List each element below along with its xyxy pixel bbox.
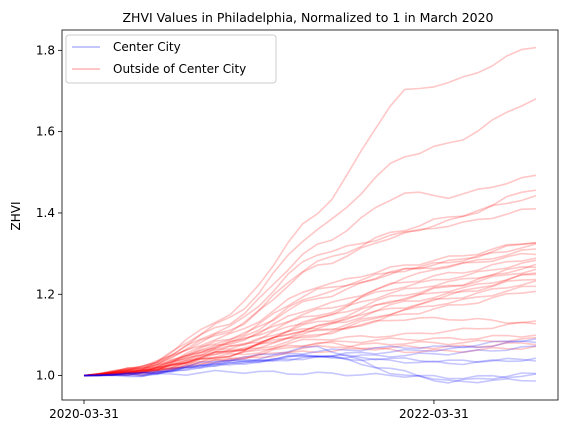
- x-tick-label: 2022-03-31: [399, 407, 469, 421]
- legend-box: [65, 34, 277, 84]
- series-line-center-city: [83, 369, 537, 380]
- series-line-outside-center-city: [83, 273, 537, 377]
- plot-frame: [61, 29, 559, 401]
- series-line-outside-center-city: [83, 46, 537, 377]
- y-tick-label: 1.2: [36, 287, 55, 301]
- series-line-outside-center-city: [83, 280, 537, 377]
- x-axis: 2020-03-31 2022-03-31: [49, 400, 469, 421]
- y-tick-label: 1.0: [36, 369, 55, 383]
- series-line-center-city: [83, 340, 537, 377]
- series-line-outside-center-city: [83, 248, 537, 377]
- series-line-outside-center-city: [83, 243, 537, 377]
- series-line-outside-center-city: [83, 257, 537, 377]
- series-line-outside-center-city: [83, 98, 537, 377]
- series-line-outside-center-city: [83, 252, 537, 377]
- series-line-outside-center-city: [83, 208, 537, 377]
- series-line-outside-center-city: [83, 285, 537, 377]
- series-line-outside-center-city: [83, 194, 537, 377]
- series-line-outside-center-city: [83, 263, 537, 377]
- y-axis: 1.0 1.2 1.4 1.6 1.8: [36, 43, 62, 383]
- series-line-outside-center-city: [83, 268, 537, 377]
- x-tick-label: 2020-03-31: [49, 407, 119, 421]
- legend-label-center-city: Center City: [113, 40, 181, 54]
- series-line-center-city: [83, 345, 537, 377]
- series-line-outside-center-city: [83, 336, 537, 377]
- series-line-outside-center-city: [83, 341, 537, 377]
- series-line-outside-center-city: [83, 174, 537, 377]
- series-line-outside-center-city: [83, 266, 537, 377]
- y-axis-label: ZHVI: [9, 202, 23, 231]
- series-line-center-city: [83, 338, 537, 377]
- series-line-outside-center-city: [83, 272, 537, 377]
- legend: Center City Outside of Center City: [65, 34, 277, 84]
- series-line-outside-center-city: [83, 290, 537, 377]
- series-line-outside-center-city: [83, 189, 537, 377]
- series-line-outside-center-city: [83, 259, 537, 377]
- series-line-outside-center-city: [83, 242, 537, 377]
- series-line-outside-center-city: [83, 278, 537, 377]
- y-tick-label: 1.4: [36, 206, 55, 220]
- series-line-outside-center-city: [83, 342, 537, 377]
- series-line-center-city: [83, 345, 537, 384]
- chart-title: ZHVI Values in Philadelphia, Normalized …: [122, 10, 493, 25]
- series-line-outside-center-city: [83, 241, 537, 377]
- series-line-center-city: [83, 355, 537, 378]
- series-line-outside-center-city: [83, 316, 537, 377]
- plot-lines: [83, 46, 537, 384]
- series-line-center-city: [83, 355, 537, 384]
- series-line-outside-center-city: [83, 334, 537, 377]
- series-line-center-city: [83, 354, 537, 377]
- y-tick-label: 1.8: [36, 43, 55, 57]
- y-tick-label: 1.6: [36, 125, 55, 139]
- series-line-outside-center-city: [83, 321, 537, 377]
- legend-label-outside-center-city: Outside of Center City: [113, 62, 246, 76]
